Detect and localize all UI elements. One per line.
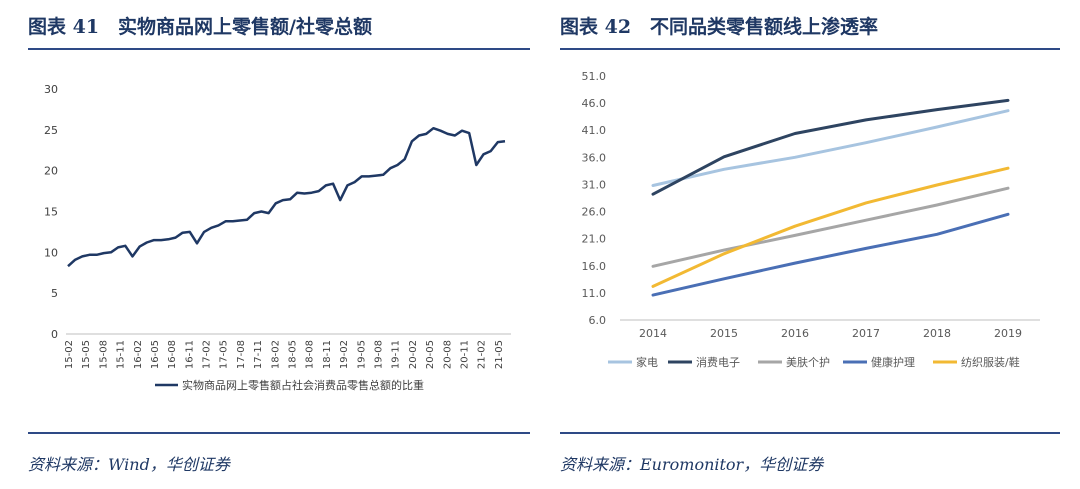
- x-tick-label: 19-08: [373, 340, 384, 369]
- source-note: 资料来源：Wind，华创证券: [28, 455, 230, 474]
- x-tick-label: 19-02: [339, 340, 350, 369]
- x-tick-label: 17-02: [202, 340, 213, 369]
- x-tick-label: 20-11: [459, 340, 470, 369]
- y-tick-label: 26.0: [582, 206, 607, 219]
- online-share-line-chart: 0 5 10 15 20 25 30 15-02 15-05 15-08 15-11 16-02 16-…: [44, 83, 511, 392]
- y-tick-label: 46.0: [582, 97, 607, 110]
- y-tick-label: 30: [44, 83, 58, 96]
- x-tick-label: 18-02: [270, 340, 281, 369]
- y-tick-label: 21.0: [582, 233, 607, 246]
- source-note: 资料来源：Euromonitor，华创证券: [560, 455, 824, 474]
- x-tick-label: 18-11: [322, 340, 333, 369]
- x-tick-label: 15-02: [64, 340, 75, 369]
- series-line: [651, 109, 1010, 187]
- y-tick-label: 11.0: [582, 287, 607, 300]
- x-tick-label: 16-02: [133, 340, 144, 369]
- y-tick-label: 31.0: [582, 178, 607, 191]
- x-tick-label: 2014: [639, 327, 667, 340]
- y-tick-label: 15: [44, 206, 58, 219]
- penetration-line-chart: 6.0 11.0 16.0 21.0 26.0 31.0 36.0 41.0 46.0 51.0 2…: [582, 70, 1040, 369]
- series-line: [651, 166, 1010, 288]
- x-tick-label: 17-08: [236, 340, 247, 369]
- x-tick-label: 21-05: [494, 340, 505, 369]
- series-line: [67, 126, 506, 268]
- source-rule: [28, 432, 530, 434]
- x-tick-label: 20-05: [425, 340, 436, 369]
- x-tick-label: 21-02: [477, 340, 488, 369]
- x-tick-label: 2015: [710, 327, 738, 340]
- title-rule: [28, 48, 530, 50]
- x-tick-label: 20-08: [442, 340, 453, 369]
- x-tick-label: 16-11: [184, 340, 195, 369]
- chart-title: 图表 41 实物商品网上零售额/社零总额: [28, 16, 372, 38]
- title-rule: [560, 48, 1060, 50]
- x-tick-label: 16-08: [167, 340, 178, 369]
- y-tick-label: 51.0: [582, 70, 607, 83]
- x-tick-label: 17-05: [219, 340, 230, 369]
- legend-label: 消费电子: [696, 355, 740, 369]
- x-tick-label: 2016: [781, 327, 809, 340]
- legend-label: 纺织服装/鞋: [961, 355, 1020, 369]
- x-tick-label: 16-05: [150, 340, 161, 369]
- x-tick-label: 19-05: [356, 340, 367, 369]
- x-tick-label: 18-08: [305, 340, 316, 369]
- y-tick-label: 20: [44, 165, 58, 178]
- y-tick-label: 0: [51, 328, 58, 341]
- series-line: [651, 98, 1010, 196]
- x-tick-label: 18-05: [288, 340, 299, 369]
- y-tick-label: 6.0: [589, 314, 607, 327]
- x-tick-label: 2019: [994, 327, 1022, 340]
- x-tick-label: 15-11: [116, 340, 127, 369]
- x-tick-label: 2018: [923, 327, 951, 340]
- left-panel: 图表 41 实物商品网上零售额/社零总额 0 5 10 15 20 25 30 15-02 15…: [28, 16, 530, 474]
- right-panel: 图表 42 不同品类零售额线上渗透率 6.0 11.0 16.0 21.0 26.0 31…: [540, 0, 1080, 489]
- series-line: [651, 186, 1010, 268]
- y-tick-label: 41.0: [582, 124, 607, 137]
- y-tick-label: 10: [44, 246, 58, 259]
- legend-label: 实物商品网上零售额占社会消费品零售总额的比重: [182, 378, 424, 392]
- legend-label: 美肤个护: [786, 355, 830, 369]
- legend-label: 家电: [636, 355, 658, 369]
- series-line: [651, 212, 1010, 297]
- x-tick-label: 17-11: [253, 340, 264, 369]
- y-tick-label: 25: [44, 124, 58, 137]
- chart-title: 图表 42 不同品类零售额线上渗透率: [560, 16, 879, 38]
- y-tick-label: 16.0: [582, 260, 607, 273]
- legend-label: 健康护理: [871, 355, 915, 369]
- x-tick-label: 2017: [852, 327, 880, 340]
- source-rule: [560, 432, 1060, 434]
- x-tick-label: 15-08: [98, 340, 109, 369]
- y-tick-label: 5: [51, 287, 58, 300]
- x-tick-label: 15-05: [81, 340, 92, 369]
- x-tick-label: 20-02: [408, 340, 419, 369]
- x-tick-label: 19-11: [391, 340, 402, 369]
- y-tick-label: 36.0: [582, 151, 607, 164]
